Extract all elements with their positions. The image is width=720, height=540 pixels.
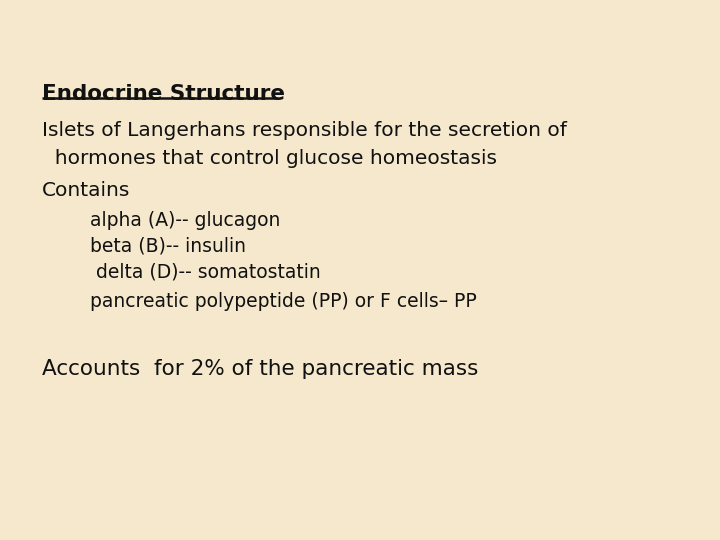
Text: delta (D)-- somatostatin: delta (D)-- somatostatin <box>72 262 320 281</box>
Text: Contains: Contains <box>42 181 130 200</box>
Text: alpha (A)-- glucagon: alpha (A)-- glucagon <box>72 211 280 229</box>
Text: beta (B)-- insulin: beta (B)-- insulin <box>72 237 246 255</box>
Text: Accounts  for 2% of the pancreatic mass: Accounts for 2% of the pancreatic mass <box>42 359 478 379</box>
Text: Endocrine Structure: Endocrine Structure <box>42 84 285 104</box>
Text: Islets of Langerhans responsible for the secretion of: Islets of Langerhans responsible for the… <box>42 122 567 140</box>
Text: pancreatic polypeptide (PP) or F cells– PP: pancreatic polypeptide (PP) or F cells– … <box>72 292 477 310</box>
Text: hormones that control glucose homeostasis: hormones that control glucose homeostasi… <box>42 148 497 167</box>
